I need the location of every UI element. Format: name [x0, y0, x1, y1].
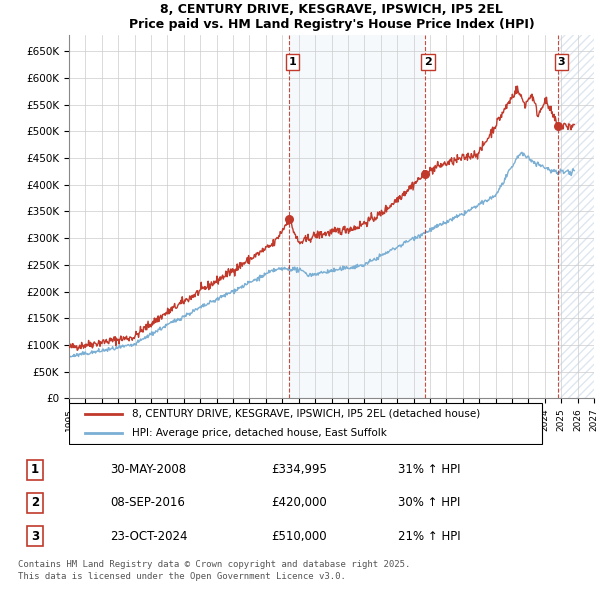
Text: 2: 2	[424, 57, 432, 67]
Title: 8, CENTURY DRIVE, KESGRAVE, IPSWICH, IP5 2EL
Price paid vs. HM Land Registry's H: 8, CENTURY DRIVE, KESGRAVE, IPSWICH, IP5…	[128, 4, 535, 31]
Text: 3: 3	[557, 57, 565, 67]
Text: 8, CENTURY DRIVE, KESGRAVE, IPSWICH, IP5 2EL (detached house): 8, CENTURY DRIVE, KESGRAVE, IPSWICH, IP5…	[132, 409, 480, 418]
Bar	[289, 35, 425, 398]
Text: 21% ↑ HPI: 21% ↑ HPI	[398, 529, 461, 543]
Text: 30% ↑ HPI: 30% ↑ HPI	[398, 496, 460, 510]
Text: Contains HM Land Registry data © Crown copyright and database right 2025.
This d: Contains HM Land Registry data © Crown c…	[18, 560, 410, 581]
Point	[284, 215, 294, 224]
Text: 2: 2	[31, 496, 39, 510]
Text: £334,995: £334,995	[271, 463, 327, 477]
Point	[553, 122, 563, 131]
Text: 23-OCT-2024: 23-OCT-2024	[110, 529, 187, 543]
Text: £510,000: £510,000	[271, 529, 327, 543]
FancyBboxPatch shape	[69, 403, 542, 444]
Text: £420,000: £420,000	[271, 496, 327, 510]
Bar	[558, 35, 594, 398]
Text: 1: 1	[289, 57, 296, 67]
Text: 3: 3	[31, 529, 39, 543]
Point	[420, 169, 430, 179]
Text: HPI: Average price, detached house, East Suffolk: HPI: Average price, detached house, East…	[132, 428, 387, 438]
Text: 30-MAY-2008: 30-MAY-2008	[110, 463, 186, 477]
Text: 08-SEP-2016: 08-SEP-2016	[110, 496, 185, 510]
Bar	[558, 35, 594, 398]
Text: 31% ↑ HPI: 31% ↑ HPI	[398, 463, 460, 477]
Text: 1: 1	[31, 463, 39, 477]
